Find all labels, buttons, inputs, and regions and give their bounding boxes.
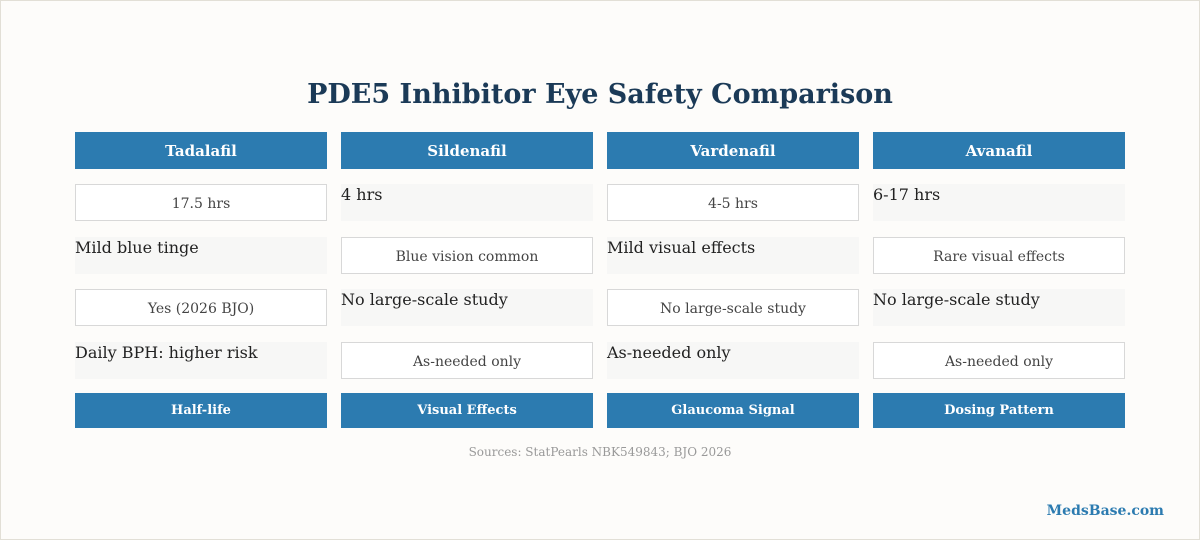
title: PDE5 Inhibitor Eye Safety Comparison xyxy=(307,79,893,110)
table-cell: As-needed only xyxy=(341,341,593,379)
table-cell: 17.5 hrs xyxy=(75,184,327,221)
table-cell: No large-scale study xyxy=(873,289,1125,326)
row-label: Dosing Pattern xyxy=(873,393,1125,428)
brand: MedsBase.com xyxy=(1046,503,1164,519)
table-cell: No large-scale study xyxy=(607,289,859,326)
table-cell: 6-17 hrs xyxy=(873,184,1125,221)
table-cell: As-needed only xyxy=(607,341,859,379)
column-header: Vardenafil xyxy=(607,132,859,169)
row-label: Visual Effects xyxy=(341,393,593,428)
table-cell: Yes (2026 BJO) xyxy=(75,289,327,326)
row-label: Half-life xyxy=(75,393,327,428)
table-cell: Daily BPH: higher risk xyxy=(75,341,327,379)
table-cell: Mild blue tinge xyxy=(75,236,327,274)
table-cell: Blue vision common xyxy=(341,236,593,274)
table-cell: Mild visual effects xyxy=(607,236,859,274)
column-header: Sildenafil xyxy=(341,132,593,169)
table-cell: Rare visual effects xyxy=(873,236,1125,274)
table-cell: As-needed only xyxy=(873,341,1125,379)
row-label: Glaucoma Signal xyxy=(607,393,859,428)
sources: Sources: StatPearls NBK549843; BJO 2026 xyxy=(468,445,732,459)
table-cell: 4-5 hrs xyxy=(607,184,859,221)
table-cell: No large-scale study xyxy=(341,289,593,326)
column-header: Avanafil xyxy=(873,132,1125,169)
table-cell: 4 hrs xyxy=(341,184,593,221)
column-header: Tadalafil xyxy=(75,132,327,169)
